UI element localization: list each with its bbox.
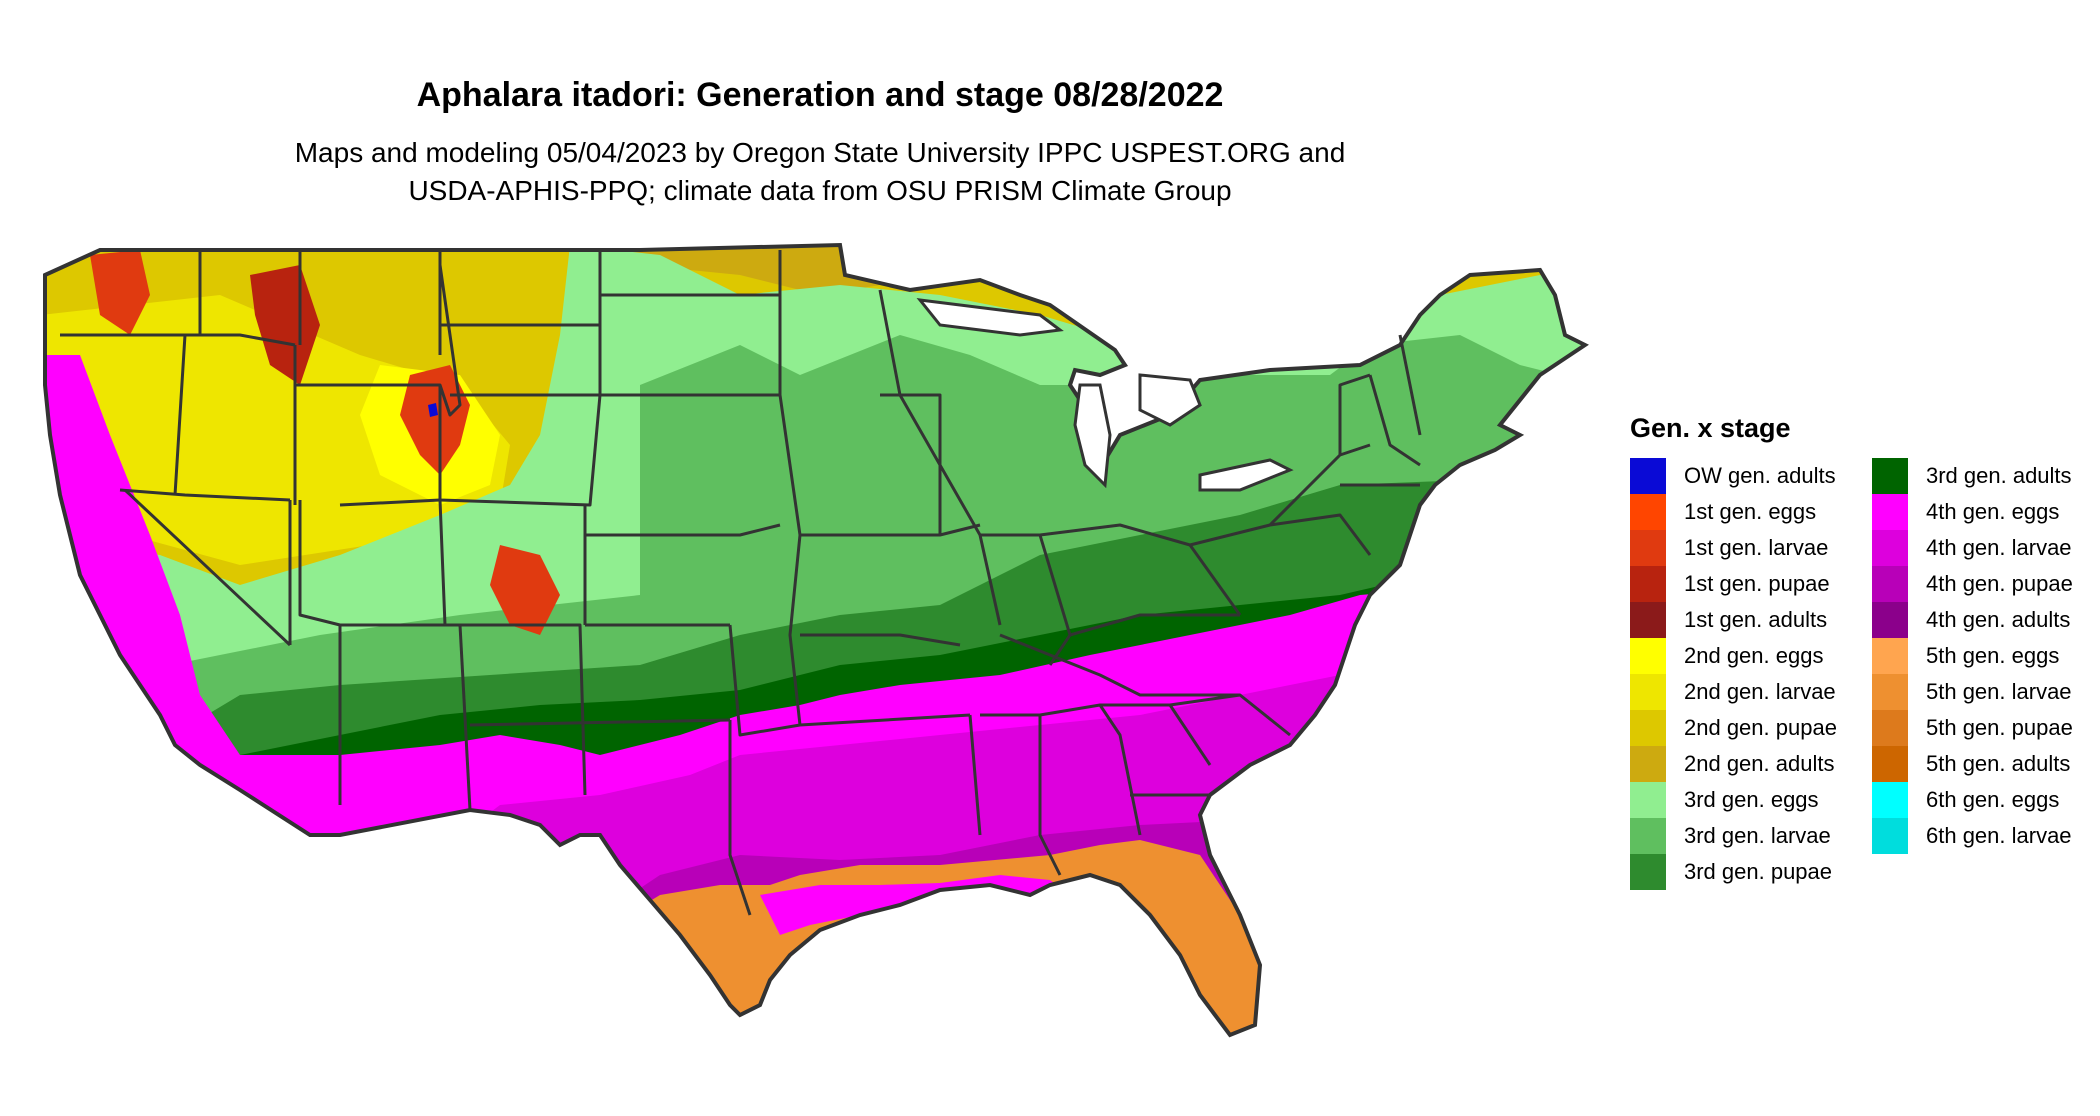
great-lakes [916,298,1294,492]
legend-label: 6th gen. eggs [1926,787,2060,812]
legend-item: 5th gen. larvae [1872,674,2100,710]
legend-label: 3rd gen. pupae [1684,859,1833,884]
subtitle-line-2: USDA-APHIS-PPQ; climate data from OSU PR… [408,175,1232,206]
legend-item: 4th gen. eggs [1872,494,2100,530]
zone-2nd-gen-larvae-west [45,295,510,565]
legend-item: 2nd gen. larvae [1630,674,1864,710]
legend-label: 1st gen. eggs [1684,499,1817,524]
legend-label: 1st gen. larvae [1684,535,1829,560]
legend-item: 3rd gen. eggs [1630,782,1864,818]
legend-label: 4th gen. eggs [1926,499,2060,524]
legend-label: 4th gen. adults [1926,607,2071,632]
map-title: Aphalara itadori: Generation and stage 0… [416,76,1224,114]
legend-item: 3rd gen. pupae [1630,854,1864,890]
legend-swatch [1630,602,1666,638]
legend-swatch [1630,710,1666,746]
stage-zones [45,245,1585,1035]
legend-item: 5th gen. eggs [1872,638,2100,674]
legend-swatch [1872,674,1908,710]
legend-label: OW gen. adults [1684,463,1836,488]
legend-title: Gen. x stage [1630,413,1791,443]
legend-label: 2nd gen. pupae [1684,715,1837,740]
subtitle-line-1: Maps and modeling 05/04/2023 by Oregon S… [294,137,1346,168]
zone-1st-gen-larvae-idaho [250,265,320,385]
legend-label: 3rd gen. eggs [1684,787,1819,812]
legend: Gen. x stage OW gen. adults 1st gen. eggs… [1630,413,2100,890]
legend-swatch [1872,602,1908,638]
legend-item: 2nd gen. eggs [1630,638,1864,674]
legend-label: 2nd gen. eggs [1684,643,1824,668]
legend-swatch [1872,638,1908,674]
legend-label: 2nd gen. larvae [1684,679,1836,704]
legend-item: 6th gen. larvae [1872,818,2100,854]
legend-swatch [1872,566,1908,602]
legend-swatch [1872,710,1908,746]
legend-swatch [1630,638,1666,674]
legend-item: 1st gen. adults [1630,602,1864,638]
legend-item: 6th gen. eggs [1872,782,2100,818]
legend-label: 1st gen. adults [1684,607,1828,632]
legend-swatch [1872,494,1908,530]
legend-swatch [1630,818,1666,854]
legend-swatch [1872,818,1908,854]
legend-label: 5th gen. larvae [1926,679,2072,704]
us-generation-stage-map [43,243,1587,1037]
legend-label: 6th gen. larvae [1926,823,2072,848]
legend-label: 3rd gen. adults [1926,463,2072,488]
legend-label: 5th gen. adults [1926,751,2071,776]
legend-swatch [1630,494,1666,530]
zone-1st-gen-larvae-cascades [90,250,150,335]
legend-swatch [1630,782,1666,818]
legend-item: 3rd gen. larvae [1630,818,1864,854]
legend-item: 1st gen. pupae [1630,566,1864,602]
map-subtitle: Maps and modeling 05/04/2023 by Oregon S… [0,134,1640,210]
zone-1st-gen-larvae-rockies [400,365,470,475]
legend-item: 5th gen. adults [1872,746,2100,782]
legend-swatch [1630,530,1666,566]
legend-label: 4th gen. larvae [1926,535,2072,560]
legend-item: 2nd gen. adults [1630,746,1864,782]
legend-item: 4th gen. adults [1872,602,2100,638]
zone-ow-gen-adults [428,403,438,417]
legend-column: 3rd gen. adults 4th gen. eggs 4th gen. lar… [1872,458,2100,890]
legend-swatch [1872,746,1908,782]
state-borders [60,250,1422,916]
legend-item: OW gen. adults [1630,458,1864,494]
legend-item: 5th gen. pupae [1872,710,2100,746]
legend-swatch [1872,530,1908,566]
legend-label: 5th gen. eggs [1926,643,2060,668]
legend-item: 3rd gen. adults [1872,458,2100,494]
legend-label: 2nd gen. adults [1684,751,1835,776]
legend-label: 4th gen. pupae [1926,571,2073,596]
legend-item: 1st gen. eggs [1630,494,1864,530]
legend-label: 1st gen. pupae [1684,571,1830,596]
legend-item: 1st gen. larvae [1630,530,1864,566]
legend-column: OW gen. adults 1st gen. eggs 1st gen. larv… [1630,458,1864,890]
legend-swatch [1872,458,1908,494]
legend-swatch [1630,566,1666,602]
legend-swatch [1630,854,1666,890]
legend-item: 4th gen. larvae [1872,530,2100,566]
legend-columns: OW gen. adults 1st gen. eggs 1st gen. larv… [1630,458,2100,890]
legend-label: 3rd gen. larvae [1684,823,1831,848]
legend-label: 5th gen. pupae [1926,715,2073,740]
legend-item: 4th gen. pupae [1872,566,2100,602]
zone-1st-gen-larvae-colorado [490,545,560,635]
legend-swatch [1630,746,1666,782]
legend-item: 2nd gen. pupae [1630,710,1864,746]
legend-swatch [1630,674,1666,710]
legend-swatch [1630,458,1666,494]
legend-swatch [1872,782,1908,818]
